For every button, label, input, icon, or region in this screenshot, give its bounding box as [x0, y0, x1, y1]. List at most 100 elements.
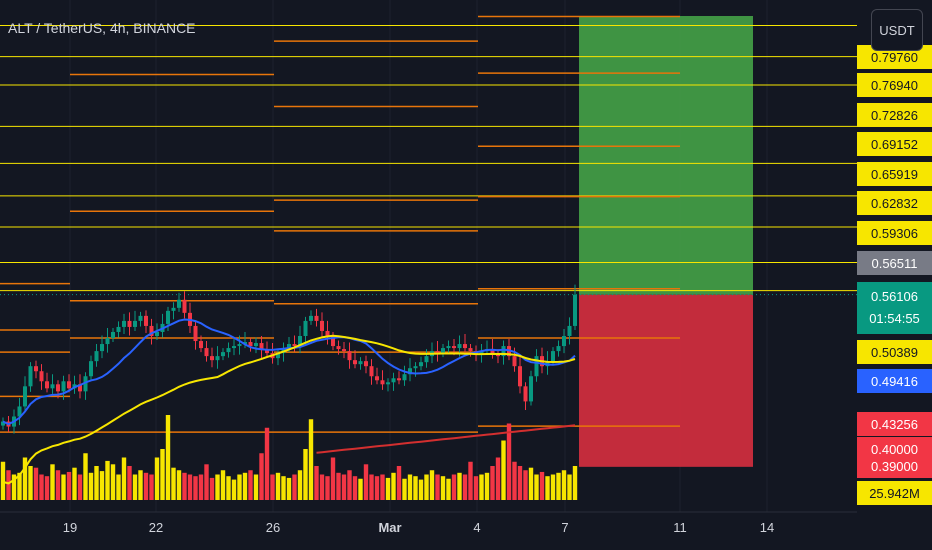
price-label-box	[857, 191, 932, 215]
price-label-text: 0.50389	[871, 345, 918, 360]
volume-bar	[380, 474, 385, 500]
price-label-box	[857, 103, 932, 127]
volume-bar	[297, 470, 303, 500]
volume-bar	[121, 457, 127, 500]
volume-bar	[6, 470, 11, 500]
candle	[210, 356, 214, 361]
ma-blue-line	[2, 318, 576, 426]
volume-bar	[253, 474, 259, 500]
current-price-text: 0.56106	[871, 289, 918, 304]
volume-bar	[462, 474, 468, 500]
price-label: 0.72826	[857, 103, 932, 127]
price-label-box	[857, 369, 932, 393]
volume-bar	[314, 466, 319, 500]
volume-bar	[44, 476, 50, 500]
candle	[127, 320, 132, 327]
volume-bar	[231, 479, 237, 500]
volume-bar	[506, 423, 512, 500]
price-label: 0.76940	[857, 73, 932, 97]
price-label: 0.39000	[857, 454, 932, 478]
volume-bar	[363, 464, 369, 500]
candle	[375, 376, 379, 381]
time-axis	[0, 512, 932, 550]
price-label-text: 0.69152	[871, 137, 918, 152]
volume-bar	[72, 467, 77, 500]
price-label-box	[857, 132, 932, 156]
volume-bar	[165, 415, 171, 500]
volume-bar	[567, 474, 572, 500]
candle	[320, 320, 324, 331]
candle	[364, 361, 368, 367]
candle	[50, 384, 55, 389]
volume-bar	[154, 457, 160, 500]
current-price-label: 0.56106 01:54:55	[857, 282, 932, 334]
countdown-text: 01:54:55	[869, 311, 920, 326]
volume-bar	[99, 471, 105, 500]
price-label-text: 0.59306	[871, 226, 918, 241]
time-tick-label: 22	[149, 520, 163, 535]
candle	[17, 406, 22, 417]
candle	[529, 376, 533, 402]
candle	[386, 382, 390, 385]
price-label: 25.942M	[857, 481, 932, 505]
volume-bar	[193, 476, 198, 500]
volume-bar	[0, 461, 6, 500]
candle	[512, 356, 517, 367]
candle	[292, 344, 297, 347]
candle	[237, 344, 242, 347]
volume-bar	[88, 472, 94, 500]
volume-bar	[484, 472, 490, 500]
candle	[463, 344, 467, 349]
candle	[122, 320, 126, 327]
target-zone	[579, 16, 753, 295]
volume-bar	[303, 449, 308, 500]
time-tick-label: 11	[673, 520, 687, 535]
price-label: 0.50389	[857, 340, 932, 364]
candle	[397, 378, 401, 381]
volume-bar	[116, 474, 121, 500]
volume-bar	[385, 477, 391, 500]
price-label-box	[857, 340, 932, 364]
volume-bar	[550, 474, 556, 500]
volume-bar	[534, 474, 539, 500]
candle	[23, 386, 27, 407]
price-label: 0.62832	[857, 191, 932, 215]
candle	[298, 335, 302, 347]
price-label: 0.56511	[857, 251, 932, 275]
candle	[342, 349, 346, 352]
candle	[144, 315, 148, 326]
volume-bar	[149, 474, 154, 500]
volume-bar	[259, 453, 264, 500]
candle	[457, 344, 462, 349]
volume-bar	[539, 471, 545, 500]
volume-bar	[11, 474, 17, 500]
currency-button[interactable]: USDT	[871, 9, 923, 51]
volume-bar	[528, 467, 534, 500]
volume-bar	[83, 453, 88, 500]
time-tick-label: 19	[63, 520, 77, 535]
volume-bar	[435, 474, 440, 500]
candle	[391, 378, 396, 383]
candle	[83, 376, 88, 392]
candle	[265, 350, 269, 354]
candle	[501, 346, 506, 357]
candle	[441, 348, 445, 354]
candle	[309, 315, 313, 321]
volume-bar	[198, 474, 204, 500]
price-label-text: 0.49416	[871, 374, 918, 389]
volume-bar	[28, 466, 33, 500]
candle	[61, 381, 66, 392]
candle	[111, 331, 115, 339]
candle	[479, 351, 484, 355]
volume-bar	[501, 440, 506, 500]
volume-bar	[457, 472, 462, 500]
volume-bar	[396, 466, 402, 500]
candle	[452, 346, 456, 349]
volume-bar	[413, 476, 418, 500]
candle	[199, 341, 203, 349]
candle	[221, 352, 225, 357]
volume-bar	[352, 476, 358, 500]
volume-bar	[55, 470, 61, 500]
price-label-text: 0.65919	[871, 167, 918, 182]
